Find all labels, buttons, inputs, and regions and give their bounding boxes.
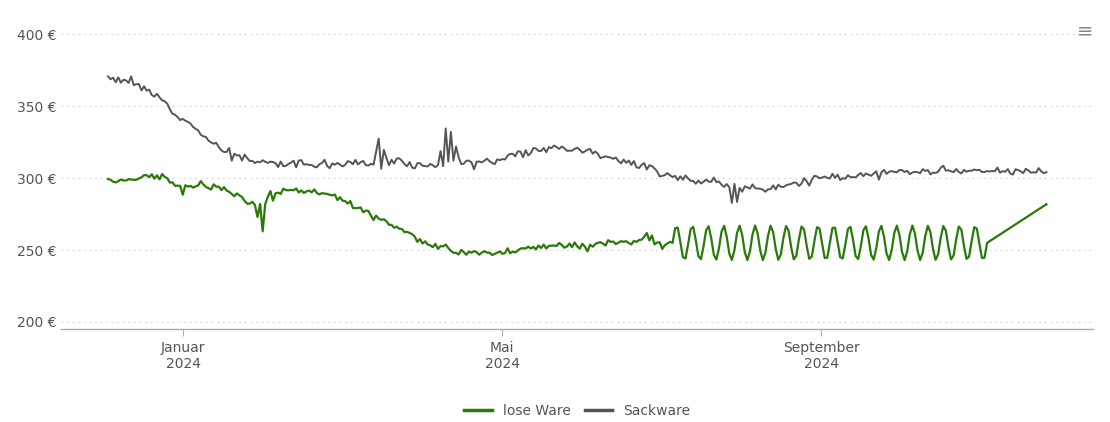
Legend: lose Ware, Sackware: lose Ware, Sackware [458,398,696,422]
Text: ≡: ≡ [1077,21,1093,40]
